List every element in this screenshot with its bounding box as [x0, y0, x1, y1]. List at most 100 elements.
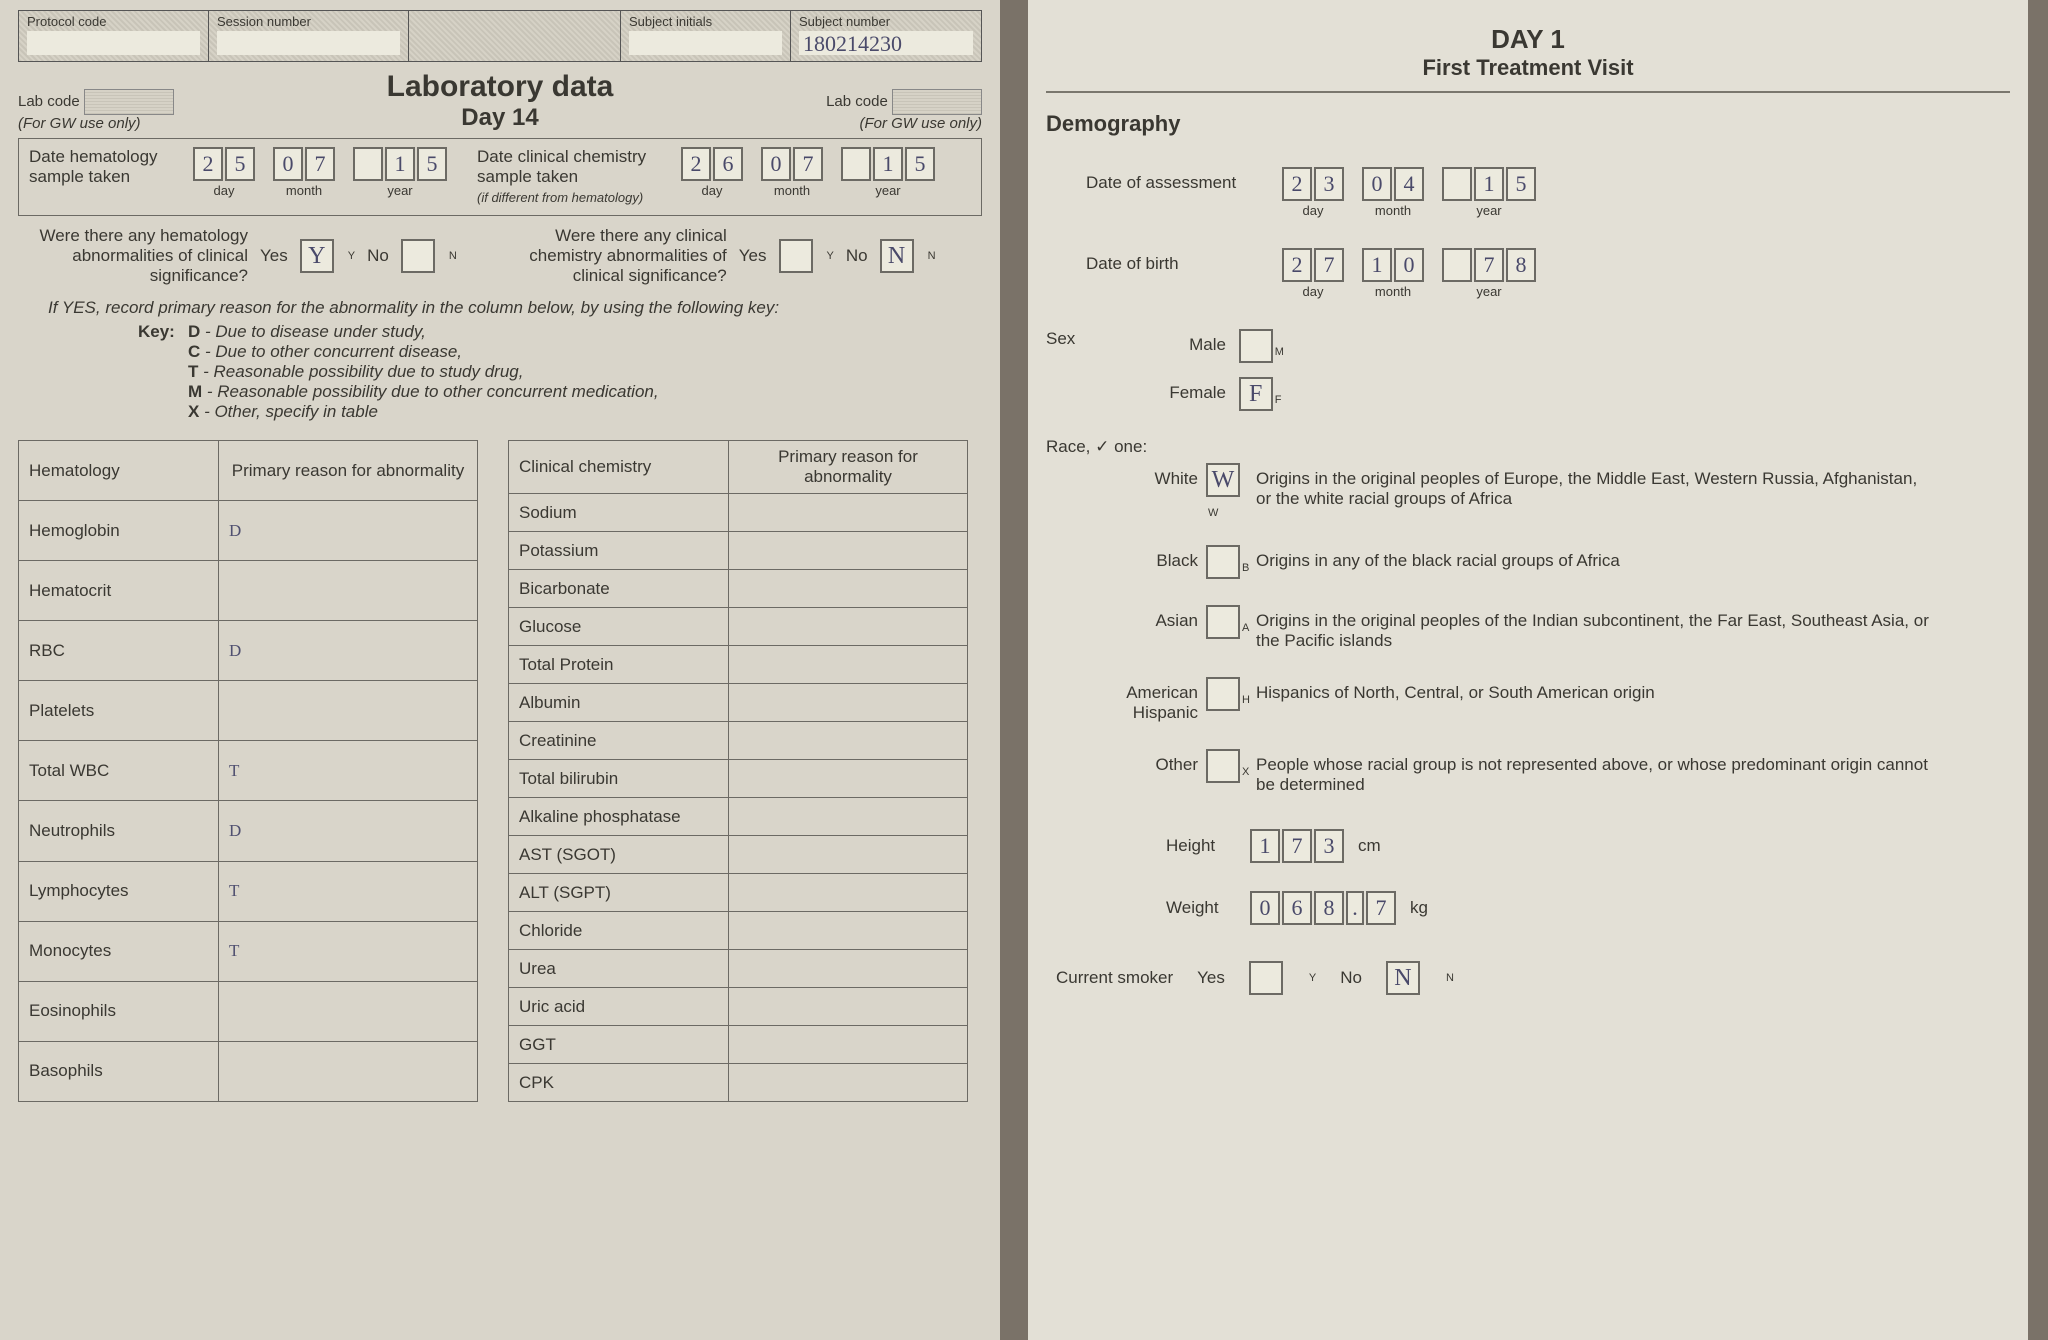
key-item: M - Reasonable possibility due to other … [188, 382, 659, 402]
session-number-label: Session number [217, 14, 400, 29]
smoker-yes-box[interactable] [1249, 961, 1283, 995]
labcode-label-right: Lab code [826, 93, 888, 110]
key-item: D - Due to disease under study, [188, 322, 659, 342]
subject-number-label: Subject number [799, 14, 973, 29]
table-row: Hematocrit [19, 561, 478, 621]
table-row: LymphocytesT [19, 861, 478, 921]
subject-initials-label: Subject initials [629, 14, 782, 29]
weight-cells[interactable]: 0 6 8 . 7 [1250, 891, 1396, 925]
race-desc: People whose racial group is not represe… [1250, 749, 1930, 795]
smoker-no-box[interactable]: N [1386, 961, 1420, 995]
subject-number-field[interactable]: 180214230 [799, 31, 973, 55]
dob-label: Date of birth [1086, 248, 1266, 274]
gw-use-right: (For GW use only) [859, 115, 982, 132]
race-desc: Origins in the original peoples of Europ… [1250, 463, 1930, 509]
table-row: Potassium [509, 532, 968, 570]
section-heading: Demography [1046, 111, 2010, 137]
key-item: T - Reasonable possibility due to study … [188, 362, 659, 382]
hema-no-box[interactable] [401, 239, 435, 273]
race-grid: WhiteWWOrigins in the original peoples o… [1086, 463, 2010, 795]
table-row: Total WBCT [19, 741, 478, 801]
table-row: Basophils [19, 1041, 478, 1101]
day1-subtitle: First Treatment Visit [1046, 55, 2010, 81]
demography-form: DAY 1 First Treatment Visit Demography D… [1028, 0, 2028, 1340]
table-row: Urea [509, 950, 968, 988]
table-row: Eosinophils [19, 981, 478, 1041]
height-unit: cm [1358, 836, 1381, 856]
table-row: ALT (SGPT) [509, 874, 968, 912]
race-checkbox[interactable] [1206, 749, 1240, 783]
race-label: American Hispanic [1086, 677, 1206, 723]
table-row: Total Protein [509, 646, 968, 684]
race-label: Asian [1086, 605, 1206, 631]
table-row: Sodium [509, 494, 968, 532]
hema-yes-box[interactable]: Y [300, 239, 334, 273]
labcode-box-left[interactable] [84, 89, 174, 115]
key-list: D - Due to disease under study,C - Due t… [188, 322, 659, 422]
hema-question: Were there any hematology abnormalities … [18, 226, 248, 286]
table-row: NeutrophilsD [19, 801, 478, 861]
chem-yes-box[interactable] [779, 239, 813, 273]
doa-label: Date of assessment [1086, 167, 1266, 193]
page-title: Laboratory data [268, 70, 732, 104]
hematology-table: Hematology Primary reason for abnormalit… [18, 440, 478, 1102]
table-row: MonocytesT [19, 921, 478, 981]
chem-question: Were there any clinical chemistry abnorm… [497, 226, 727, 286]
key-item: X - Other, specify in table [188, 402, 659, 422]
sex-label: Sex [1046, 329, 1106, 411]
hema-date-label: Date hematology sample taken [29, 147, 179, 207]
doa-cells[interactable]: 23 04 15 [1282, 167, 1536, 201]
table-row: GGT [509, 1026, 968, 1064]
chem-no-box[interactable]: N [880, 239, 914, 273]
table-row: Chloride [509, 912, 968, 950]
gw-use-left: (For GW use only) [18, 115, 141, 132]
race-desc: Hispanics of North, Central, or South Am… [1250, 677, 1930, 703]
table-row: Uric acid [509, 988, 968, 1026]
height-label: Height [1166, 836, 1236, 856]
chem-date-note: (if different from hematology) [477, 190, 643, 205]
session-number-field[interactable] [217, 31, 400, 55]
male-box[interactable] [1239, 329, 1273, 363]
protocol-code-field[interactable] [27, 31, 200, 55]
female-box[interactable]: F [1239, 377, 1273, 411]
table-row: Glucose [509, 608, 968, 646]
race-checkbox[interactable] [1206, 677, 1240, 711]
hema-date-cells[interactable]: 25 07 15 [193, 147, 447, 181]
table-row: Bicarbonate [509, 570, 968, 608]
page-subtitle: Day 14 [268, 104, 732, 132]
labcode-box-right[interactable] [892, 89, 982, 115]
race-label: Other [1086, 749, 1206, 775]
table-row: Alkaline phosphatase [509, 798, 968, 836]
dates-box: Date hematology sample taken 25 07 15 da… [18, 138, 982, 216]
chemistry-table: Clinical chemistry Primary reason for ab… [508, 440, 968, 1102]
table-row: RBCD [19, 621, 478, 681]
table-row: AST (SGOT) [509, 836, 968, 874]
table-row: Creatinine [509, 722, 968, 760]
table-row: Platelets [19, 681, 478, 741]
key-item: C - Due to other concurrent disease, [188, 342, 659, 362]
weight-unit: kg [1410, 898, 1428, 918]
race-label: Race, ✓ one: [1046, 437, 2010, 457]
race-label: Black [1086, 545, 1206, 571]
weight-label: Weight [1166, 898, 1236, 918]
chem-date-label: Date clinical chemistry sample taken [477, 147, 646, 186]
race-checkbox[interactable] [1206, 545, 1240, 579]
table-row: HemoglobinD [19, 501, 478, 561]
labcode-label-left: Lab code [18, 93, 80, 110]
chem-date-cells[interactable]: 26 07 15 [681, 147, 935, 181]
race-desc: Origins in any of the black racial group… [1250, 545, 1930, 571]
header-band: Protocol code Session number Subject ini… [18, 10, 982, 62]
lab-data-form: Protocol code Session number Subject ini… [0, 0, 1000, 1340]
height-cells[interactable]: 1 7 3 [1250, 829, 1344, 863]
smoker-label: Current smoker [1056, 968, 1173, 988]
day1-title: DAY 1 [1046, 24, 2010, 55]
key-label: Key: [138, 322, 188, 422]
dob-cells[interactable]: 27 10 78 [1282, 248, 1536, 282]
table-row: CPK [509, 1064, 968, 1102]
race-desc: Origins in the original peoples of the I… [1250, 605, 1930, 651]
race-label: White [1086, 463, 1206, 489]
race-checkbox[interactable] [1206, 605, 1240, 639]
race-checkbox[interactable]: W [1206, 463, 1240, 497]
protocol-code-label: Protocol code [27, 14, 200, 29]
subject-initials-field[interactable] [629, 31, 782, 55]
